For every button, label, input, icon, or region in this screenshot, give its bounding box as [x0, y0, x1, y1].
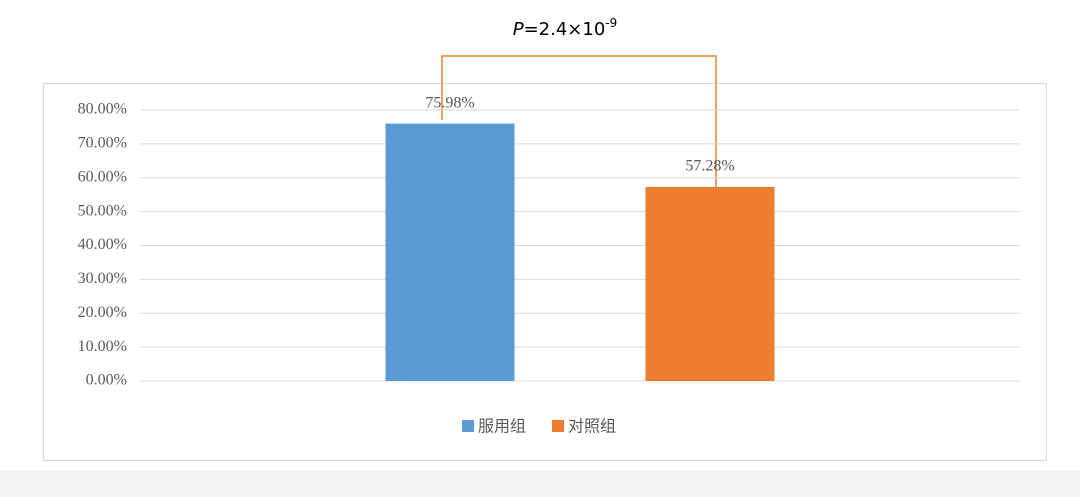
legend-label: 服用组 [478, 417, 526, 436]
bar [645, 186, 775, 381]
footer-band [0, 470, 1080, 497]
legend-swatch [552, 420, 564, 432]
y-tick-label: 30.00% [78, 270, 127, 287]
annotation-exponent: -9 [605, 16, 617, 30]
y-tick-label: 10.00% [78, 338, 127, 355]
y-tick-label: 20.00% [78, 304, 127, 321]
y-tick-label: 50.00% [78, 202, 127, 219]
y-tick-label: 70.00% [78, 135, 127, 152]
chart-frame [43, 83, 1047, 461]
y-tick-label: 40.00% [78, 236, 127, 253]
y-tick-label: 0.00% [86, 372, 127, 389]
annotation-p: P [513, 19, 524, 40]
value-label: 57.28% [685, 158, 734, 175]
y-tick-label: 80.00% [78, 101, 127, 118]
annotation: P=2.4×10-9 [513, 16, 618, 41]
value-label: 75.98% [425, 94, 474, 111]
significance-bracket [441, 55, 717, 200]
annotation-text: =2.4×10 [524, 19, 606, 40]
legend-swatch [462, 420, 474, 432]
bar [385, 123, 515, 382]
legend-label: 对照组 [568, 417, 616, 436]
y-tick-label: 60.00% [78, 168, 127, 185]
